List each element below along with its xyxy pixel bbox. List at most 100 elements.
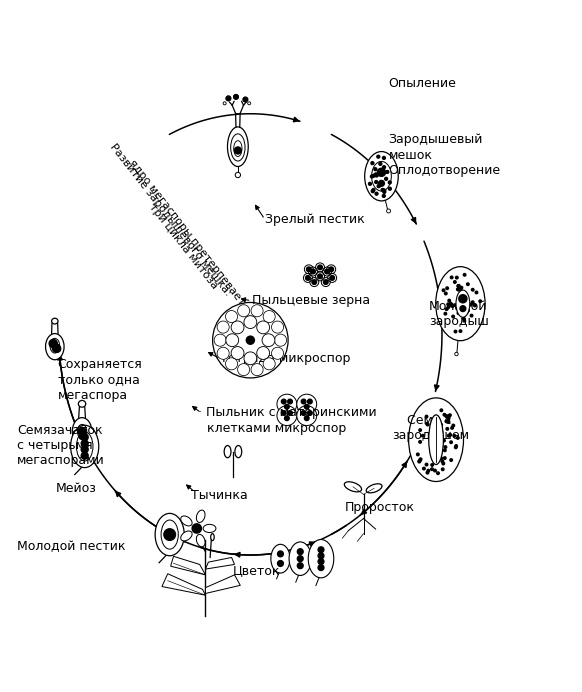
Circle shape	[244, 316, 257, 329]
Circle shape	[475, 291, 478, 293]
Text: Молодой: Молодой	[429, 300, 488, 313]
Circle shape	[437, 437, 439, 440]
Circle shape	[263, 358, 275, 370]
Text: Цветок: Цветок	[233, 564, 281, 577]
Circle shape	[442, 289, 445, 291]
Circle shape	[226, 334, 239, 347]
Ellipse shape	[181, 516, 192, 526]
Circle shape	[231, 321, 244, 334]
Circle shape	[429, 439, 432, 441]
Circle shape	[447, 415, 449, 417]
Circle shape	[375, 174, 378, 177]
Circle shape	[431, 464, 434, 466]
Ellipse shape	[308, 540, 334, 578]
Circle shape	[81, 440, 88, 447]
Circle shape	[453, 435, 456, 437]
Ellipse shape	[196, 534, 205, 547]
Circle shape	[379, 163, 382, 165]
Circle shape	[244, 352, 257, 365]
Circle shape	[457, 284, 460, 287]
Circle shape	[237, 304, 250, 317]
Circle shape	[226, 96, 230, 101]
Circle shape	[282, 410, 286, 415]
Circle shape	[464, 301, 467, 304]
Text: только одна: только одна	[58, 373, 140, 386]
Circle shape	[374, 173, 377, 176]
Circle shape	[382, 194, 385, 197]
Circle shape	[440, 409, 443, 412]
Circle shape	[471, 301, 474, 304]
Text: Пыльцевые зерна: Пыльцевые зерна	[251, 294, 370, 307]
Circle shape	[192, 524, 201, 533]
Circle shape	[233, 95, 238, 99]
Circle shape	[462, 317, 464, 319]
Circle shape	[460, 290, 463, 293]
Circle shape	[467, 283, 469, 286]
Circle shape	[460, 306, 466, 311]
Circle shape	[436, 428, 438, 430]
Circle shape	[297, 406, 317, 426]
Circle shape	[235, 147, 242, 154]
Text: · Пыльник с материнскими: · Пыльник с материнскими	[198, 406, 377, 419]
Ellipse shape	[371, 161, 391, 191]
Circle shape	[79, 434, 85, 439]
Circle shape	[272, 347, 283, 359]
Ellipse shape	[289, 542, 311, 576]
Circle shape	[447, 420, 450, 423]
Circle shape	[442, 468, 444, 471]
Ellipse shape	[196, 510, 205, 522]
Text: ядро мегаспоры претерпевает: ядро мегаспоры претерпевает	[127, 158, 247, 307]
Circle shape	[217, 321, 229, 333]
Ellipse shape	[224, 446, 231, 457]
Circle shape	[431, 428, 433, 430]
Circle shape	[447, 417, 450, 420]
Circle shape	[307, 267, 311, 272]
Circle shape	[78, 428, 86, 435]
Polygon shape	[162, 574, 205, 595]
Circle shape	[371, 175, 374, 178]
Circle shape	[466, 304, 469, 307]
Circle shape	[444, 446, 447, 448]
Ellipse shape	[228, 127, 249, 167]
Circle shape	[445, 292, 447, 295]
Circle shape	[454, 330, 457, 333]
Circle shape	[52, 344, 61, 352]
Circle shape	[447, 303, 449, 306]
Circle shape	[304, 404, 309, 409]
Circle shape	[471, 289, 474, 291]
Circle shape	[457, 312, 460, 314]
Circle shape	[378, 181, 384, 186]
Ellipse shape	[429, 415, 443, 464]
Text: Проросток: Проросток	[345, 501, 415, 514]
Circle shape	[329, 267, 333, 272]
Circle shape	[388, 188, 391, 190]
Circle shape	[452, 424, 455, 427]
Circle shape	[443, 449, 446, 452]
Circle shape	[81, 452, 88, 459]
Circle shape	[372, 174, 375, 177]
Polygon shape	[205, 558, 235, 569]
Circle shape	[448, 300, 450, 302]
Circle shape	[423, 467, 425, 470]
Circle shape	[385, 177, 388, 181]
Ellipse shape	[366, 484, 382, 493]
Circle shape	[325, 269, 329, 274]
Circle shape	[81, 434, 88, 441]
Circle shape	[457, 285, 460, 287]
Circle shape	[277, 406, 297, 426]
Circle shape	[297, 394, 317, 414]
Text: мегаспора: мегаспора	[58, 389, 127, 402]
Circle shape	[463, 320, 466, 322]
Circle shape	[285, 404, 289, 409]
Circle shape	[436, 472, 439, 475]
Circle shape	[447, 305, 450, 308]
Circle shape	[474, 304, 476, 307]
Circle shape	[456, 276, 458, 279]
Circle shape	[457, 289, 460, 291]
Ellipse shape	[50, 338, 59, 353]
Circle shape	[449, 302, 452, 305]
Circle shape	[433, 455, 436, 458]
Text: мегаспорами: мегаспорами	[17, 455, 105, 468]
Text: Тычинка: Тычинка	[191, 489, 248, 502]
Circle shape	[257, 321, 269, 334]
